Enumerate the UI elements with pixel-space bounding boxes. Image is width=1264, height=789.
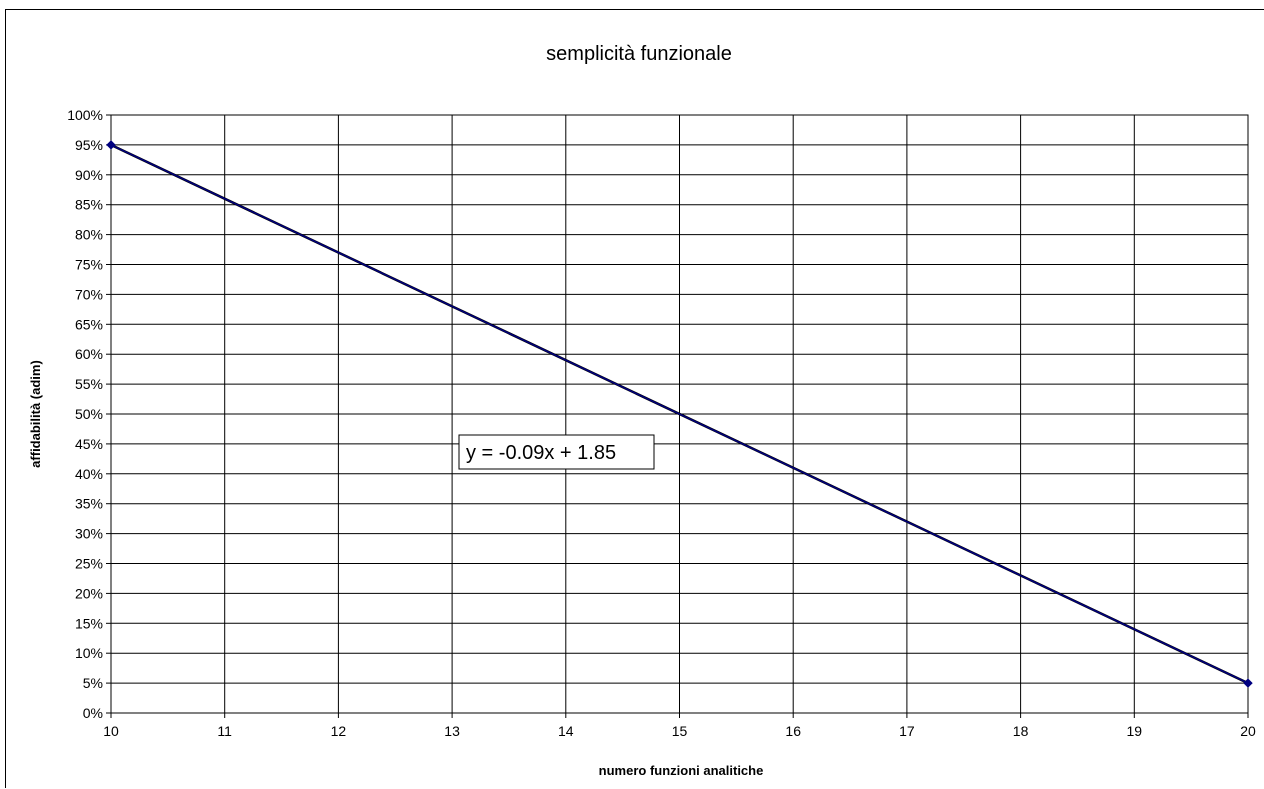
y-tick-label: 25% xyxy=(75,556,103,572)
y-tick-label: 50% xyxy=(75,406,103,422)
x-tick-label: 13 xyxy=(444,723,460,739)
y-tick-label: 95% xyxy=(75,137,103,153)
series-line xyxy=(110,144,1249,684)
y-tick-label: 80% xyxy=(75,227,103,243)
y-tick-label: 85% xyxy=(75,197,103,213)
x-tick-label: 10 xyxy=(103,723,119,739)
chart-frame xyxy=(5,9,1264,788)
y-tick-label: 65% xyxy=(75,316,103,332)
y-tick-label: 45% xyxy=(75,436,103,452)
x-tick-label: 20 xyxy=(1240,723,1256,739)
y-tick-label: 75% xyxy=(75,257,103,273)
y-axis-label: affidabilità (adim) xyxy=(28,360,43,468)
x-tick-label: 17 xyxy=(899,723,915,739)
series-layer xyxy=(106,140,1253,688)
y-tick-label: 55% xyxy=(75,376,103,392)
data-point-marker xyxy=(106,140,116,150)
trendline-equation-box: y = -0.09x + 1.85 xyxy=(458,434,655,470)
y-tick-label: 0% xyxy=(83,705,103,721)
x-tick-label: 18 xyxy=(1013,723,1029,739)
y-tick-label: 70% xyxy=(75,286,103,302)
chart-title: semplicità funzionale xyxy=(546,43,732,65)
x-tick-label: 14 xyxy=(558,723,574,739)
x-tick-label: 11 xyxy=(217,723,232,739)
x-tick-label: 12 xyxy=(331,723,347,739)
x-tick-label: 19 xyxy=(1127,723,1143,739)
trendline-equation: y = -0.09x + 1.85 xyxy=(466,442,616,464)
y-tick-label: 35% xyxy=(75,496,103,512)
y-tick-label: 90% xyxy=(75,167,103,183)
x-tick-label: 15 xyxy=(672,723,688,739)
y-tick-label: 60% xyxy=(75,346,103,362)
x-axis-label: numero funzioni analitiche xyxy=(599,763,764,778)
y-tick-label: 10% xyxy=(75,645,103,661)
x-axis-ticks: 10 11 12 13 14 15 16 17 18 19 20 xyxy=(103,713,1256,739)
y-tick-label: 20% xyxy=(75,585,103,601)
y-tick-label: 40% xyxy=(75,466,103,482)
y-tick-label: 15% xyxy=(75,615,103,631)
y-tick-label: 5% xyxy=(83,675,103,691)
y-tick-label: 30% xyxy=(75,526,103,542)
data-point-marker xyxy=(1243,678,1253,688)
y-axis-ticks: 0% 5% 10% 15% 20% 25% 30% 35% 40% 45% 50% 55% 60% 65%… xyxy=(67,107,111,721)
equation-box-border xyxy=(458,434,655,470)
y-tick-label: 100% xyxy=(67,107,103,123)
x-tick-label: 16 xyxy=(785,723,801,739)
